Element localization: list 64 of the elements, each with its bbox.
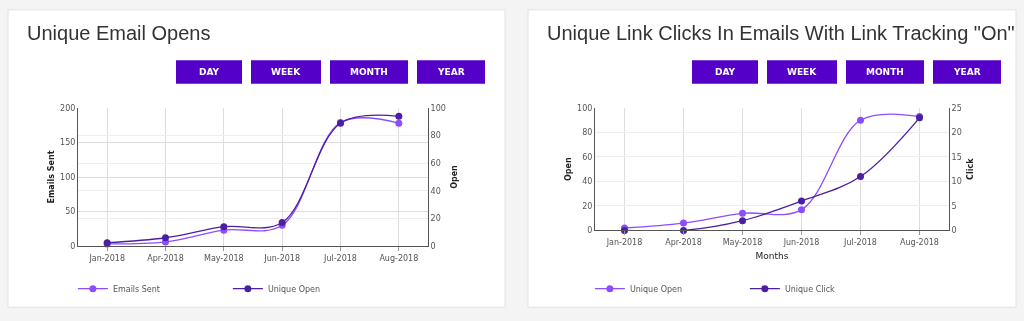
y-tick-label: 20 — [582, 201, 593, 211]
text: YEAR — [437, 67, 465, 77]
point — [857, 173, 864, 181]
y2-tick-label: 100 — [430, 103, 446, 113]
y2-tick-label: 20 — [430, 214, 441, 224]
point — [395, 119, 403, 127]
y2-tick-label: 0 — [430, 241, 436, 251]
y-axis-title: Emails Sent — [46, 150, 56, 204]
x-tick-label: May-2018 — [722, 238, 763, 248]
point — [739, 209, 746, 217]
x-tick-label: Jul-2018 — [843, 238, 877, 248]
y-tick-label: 50 — [65, 207, 76, 217]
y2-axis-title: Click — [965, 157, 975, 180]
text: MONTH — [866, 67, 904, 77]
y-tick-label: 0 — [70, 241, 76, 251]
text: YEAR — [953, 67, 981, 77]
y2-tick-label: 0 — [951, 226, 957, 236]
x-tick-label: Apr-2018 — [147, 253, 184, 263]
y2-tick-label: 20 — [951, 128, 962, 138]
y-tick-label: 100 — [577, 103, 593, 113]
y2-tick-label: 5 — [951, 201, 957, 211]
x-tick-label: May-2018 — [204, 253, 244, 263]
text: WEEK — [787, 67, 818, 77]
y-tick-label: 80 — [582, 128, 593, 138]
x-axis-title: Months — [755, 250, 789, 261]
point — [857, 116, 864, 124]
y-tick-label: 0 — [587, 226, 593, 236]
point — [680, 219, 687, 227]
text: DAY — [199, 67, 220, 77]
y-tick-label: 200 — [60, 103, 76, 113]
text: DAY — [715, 67, 736, 77]
chart-title: Unique Email Opens — [27, 22, 211, 44]
point — [798, 206, 805, 214]
y2-tick-label: 40 — [430, 186, 441, 196]
legend-label: Unique Open — [267, 284, 321, 294]
point — [739, 217, 746, 225]
x-tick-label: Jul-2018 — [323, 253, 357, 263]
y-tick-label: 150 — [60, 138, 76, 148]
x-tick-label: Jun-2018 — [782, 238, 820, 248]
legend-label: Emails Sent — [112, 284, 161, 294]
point — [395, 112, 403, 120]
legend-label: Unique Click — [784, 284, 836, 294]
y2-tick-label: 10 — [951, 177, 962, 187]
text: MONTH — [350, 67, 388, 77]
x-tick-label: Jan-2018 — [605, 238, 643, 248]
y-tick-label: 100 — [60, 172, 76, 182]
x-tick-label: Jan-2018 — [88, 253, 125, 263]
y2-tick-label: 80 — [430, 131, 441, 141]
x-tick-label: Aug-2018 — [379, 253, 419, 263]
y-tick-label: 60 — [582, 152, 593, 162]
x-tick-label: Aug-2018 — [900, 238, 939, 248]
y-axis-title: Open — [563, 157, 573, 182]
chart-title: Unique Link Clicks In Emails With Link Tracking "On" — [547, 22, 1015, 44]
x-tick-label: Jun-2018 — [263, 253, 301, 263]
text: WEEK — [271, 67, 302, 77]
y2-tick-label: 25 — [951, 103, 962, 113]
point — [162, 234, 169, 242]
point — [798, 197, 805, 205]
y2-axis-title: Open — [449, 164, 459, 189]
y2-tick-label: 60 — [430, 159, 441, 169]
y-tick-label: 40 — [582, 177, 593, 187]
x-tick-label: Apr-2018 — [665, 238, 702, 248]
y2-tick-label: 15 — [951, 152, 962, 162]
legend-label: Unique Open — [629, 284, 683, 294]
